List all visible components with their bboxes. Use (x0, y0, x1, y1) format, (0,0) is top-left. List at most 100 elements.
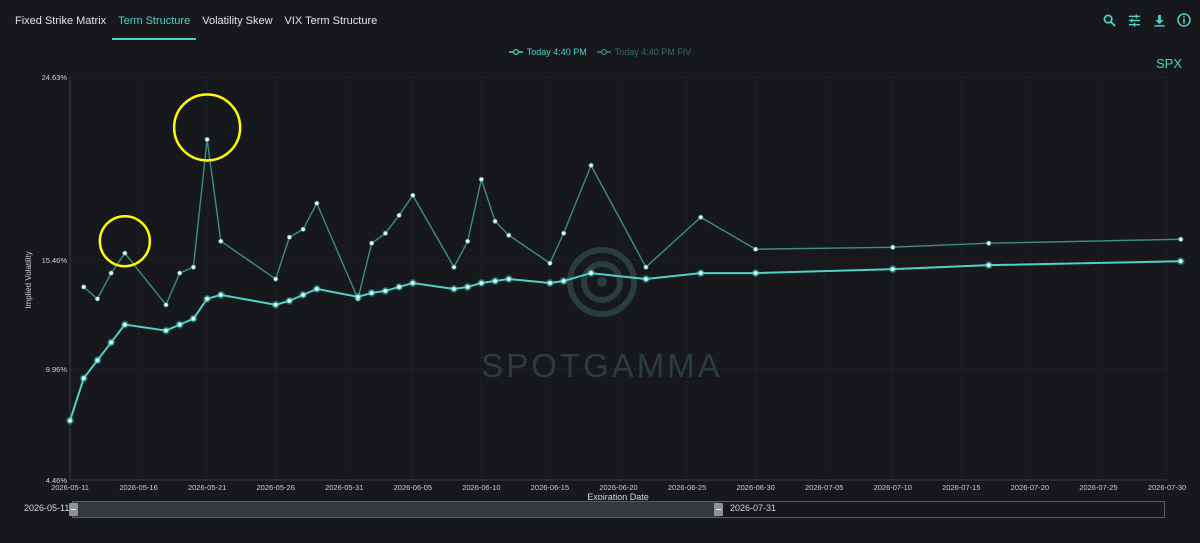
data-point (506, 276, 512, 282)
data-point (396, 212, 402, 218)
data-point (108, 270, 114, 276)
x-tick-label: 2026-06-30 (736, 483, 774, 492)
data-point (314, 286, 320, 292)
data-point (561, 278, 567, 284)
x-tick-label: 2026-06-10 (462, 483, 500, 492)
y-tick-label: 15.46% (42, 256, 68, 265)
y-tick-label: 24.63% (42, 73, 68, 82)
legend-marker-icon (508, 48, 523, 56)
chart-toolbar (1101, 12, 1192, 28)
data-point (369, 240, 375, 246)
data-point (1178, 258, 1184, 264)
x-tick-label: 2026-07-05 (805, 483, 843, 492)
data-point (273, 276, 279, 282)
data-point (753, 270, 759, 276)
data-point (643, 276, 649, 282)
watermark-text: SPOTGAMMA (481, 347, 723, 384)
legend-item-fiv[interactable]: Today 4:40 PM FIV (596, 47, 692, 57)
x-tick-label: 2026-07-25 (1079, 483, 1117, 492)
data-point (204, 296, 210, 302)
y-axis: 4.46% 9.96% 15.46% 24.63% (42, 73, 71, 485)
data-point (643, 264, 649, 270)
data-point (465, 238, 471, 244)
data-point (286, 298, 292, 304)
x-axis-label: Expiration Date (587, 492, 649, 500)
data-point (382, 230, 388, 236)
data-point (492, 278, 498, 284)
download-icon[interactable] (1151, 12, 1167, 28)
date-range-brush[interactable] (69, 501, 1165, 518)
term-structure-chart: SPOTGAMMA 4.46% 9.96% 15.46% 24.63% 2026-05… (24, 73, 1186, 500)
tab-bar: Fixed Strike Matrix Term Structure Volat… (0, 0, 383, 40)
x-tick-label: 2026-07-15 (942, 483, 980, 492)
data-point (108, 339, 114, 346)
x-tick-label: 2026-05-11 (51, 483, 89, 492)
tab-vix-term-structure[interactable]: VIX Term Structure (284, 15, 378, 27)
series-line (69, 260, 1181, 421)
brush-handle-left[interactable] (69, 503, 78, 516)
data-point (81, 375, 87, 381)
data-point (890, 244, 896, 250)
x-tick-label: 2026-06-05 (394, 483, 432, 492)
data-point (890, 266, 896, 272)
data-point (478, 176, 484, 182)
data-point (190, 316, 197, 322)
highlight-circles (98, 93, 242, 268)
data-point (81, 284, 87, 290)
x-tick-label: 2026-06-25 (668, 483, 706, 492)
grid-lines (70, 76, 1168, 480)
data-point (218, 238, 224, 244)
data-point (314, 200, 320, 206)
data-point (986, 262, 992, 268)
data-point (547, 280, 553, 286)
y-axis-label: Implied Volatility (24, 251, 33, 308)
data-point (561, 230, 567, 236)
data-point (177, 270, 183, 276)
data-point (177, 322, 183, 328)
data-point (94, 357, 101, 363)
data-point (122, 250, 128, 256)
data-point (451, 264, 457, 270)
x-axis: 2026-05-11 2026-05-16 2026-05-21 2026-05-26… (51, 479, 1186, 492)
data-point (218, 292, 224, 298)
info-icon[interactable] (1176, 12, 1192, 28)
x-tick-label: 2026-05-26 (257, 483, 295, 492)
data-point (492, 218, 498, 224)
brush-selection[interactable] (73, 502, 719, 517)
data-point (698, 214, 704, 220)
tab-term-structure[interactable]: Term Structure (112, 0, 197, 40)
series-today (66, 257, 1185, 425)
x-tick-label: 2026-05-16 (119, 483, 157, 492)
data-point (396, 284, 402, 290)
data-point (478, 280, 484, 286)
search-icon[interactable] (1101, 12, 1117, 28)
data-point (190, 264, 197, 270)
series-fiv (81, 136, 1184, 308)
data-point (286, 234, 292, 240)
data-point (369, 290, 375, 296)
brush-handle-right[interactable] (714, 503, 723, 516)
chart-legend: Today 4:40 PM Today 4:40 PM FIV (0, 47, 1200, 57)
x-tick-label: 2026-06-20 (599, 483, 637, 492)
data-point (163, 302, 169, 308)
tab-volatility-skew[interactable]: Volatility Skew (202, 15, 273, 27)
legend-label-fiv: Today 4:40 PM FIV (614, 47, 692, 57)
data-point (410, 192, 416, 198)
legend-label-today: Today 4:40 PM (526, 47, 587, 57)
data-point (300, 292, 306, 298)
brush-end-label: 2026-07-31 (730, 503, 777, 513)
legend-item-today[interactable]: Today 4:40 PM (508, 47, 587, 57)
data-point (204, 136, 210, 143)
data-point (1178, 236, 1184, 242)
tab-fixed-strike-matrix[interactable]: Fixed Strike Matrix (15, 15, 107, 27)
brush-start-label: 2026-05-11 (24, 503, 70, 513)
data-point (273, 302, 279, 308)
data-point (465, 284, 471, 290)
sliders-icon[interactable] (1126, 12, 1142, 28)
symbol-label: SPX (1155, 56, 1182, 71)
data-point (382, 288, 388, 294)
x-tick-label: 2026-07-10 (874, 483, 912, 492)
spotgamma-watermark: SPOTGAMMA (481, 247, 723, 384)
x-tick-label: 2026-05-21 (188, 483, 226, 492)
x-tick-label: 2026-05-31 (325, 483, 363, 492)
